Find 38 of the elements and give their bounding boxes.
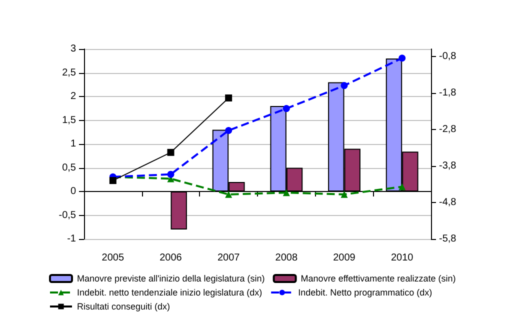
point: [109, 177, 116, 184]
point: [282, 189, 290, 196]
legend-label: Indebit. netto tendenziale inizio legislatura (dx): [77, 288, 262, 298]
point: [340, 82, 348, 90]
legend-label: Risultati conseguiti (dx): [77, 302, 170, 312]
x-tick-label: 2007: [217, 252, 240, 264]
y2-tick-label: -4,8: [439, 196, 457, 208]
y-tick-label: 0,5: [62, 162, 76, 174]
y2-tick-label: -3,8: [439, 160, 457, 172]
point: [282, 105, 290, 112]
y-tick-label: 2: [70, 91, 76, 102]
legend-label: Manovre effettivamente realizzate (sin): [300, 274, 456, 284]
y-tick-label: 1: [70, 138, 76, 150]
point: [225, 126, 232, 134]
point: [167, 170, 174, 178]
y-tick-label: 0: [70, 186, 76, 197]
point: [398, 183, 406, 190]
point: [167, 148, 174, 156]
y-tick-label: 3: [70, 44, 76, 54]
y2-tick-label: -1,8: [439, 87, 457, 98]
point: [225, 94, 232, 102]
y-tick-label: -0,5: [58, 210, 76, 221]
y2-tick-label: -0,8: [439, 50, 457, 62]
point: [225, 190, 232, 198]
x-tick-label: 2006: [160, 252, 182, 264]
y-tick-label: 2,5: [62, 67, 76, 78]
y-tick-label: 1,5: [62, 114, 76, 126]
legend-label: Indebit. Netto programmatico (dx): [298, 288, 432, 298]
point: [398, 54, 406, 62]
y-tick-label: -1: [67, 234, 76, 244]
x-tick-label: 2010: [390, 252, 414, 264]
y2-tick-label: -2,8: [439, 124, 457, 135]
point: [340, 190, 348, 198]
legend-label: Manovre previste all'inizio della legislatura (sin): [77, 274, 265, 284]
x-tick-label: 2005: [102, 252, 124, 264]
y2-tick-label: -5,8: [439, 234, 457, 244]
x-tick-label: 2008: [275, 252, 298, 264]
x-tick-label: 2009: [333, 252, 356, 264]
